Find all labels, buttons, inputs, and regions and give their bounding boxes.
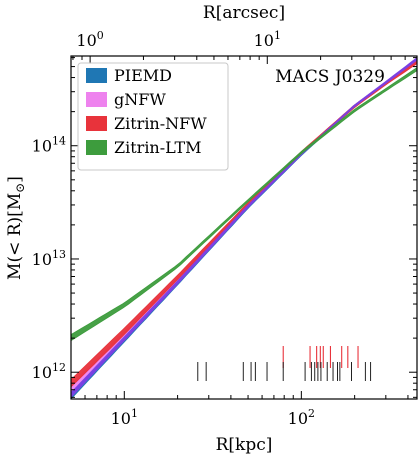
x-tick-label-exp: 1: [131, 407, 138, 420]
y-axis-label-main: M(< R)[M: [5, 193, 25, 280]
legend-swatch: [86, 140, 107, 155]
top-tick-label: 101: [254, 29, 281, 50]
y-tick-label-base: 10: [32, 137, 52, 156]
legend-label: Zitrin-LTM: [114, 138, 202, 157]
y-tick-label-exp: 12: [52, 361, 66, 374]
y-tick-label: 1014: [32, 135, 66, 156]
x-tick-label: 102: [288, 407, 315, 428]
legend-label: gNFW: [114, 90, 166, 109]
y-tick-label: 1013: [32, 248, 66, 269]
y-axis-label-sub: ⊙: [13, 183, 27, 193]
top-tick-label-exp: 1: [274, 29, 281, 42]
top-tick-label-base: 10: [76, 31, 96, 50]
y-axis-label-close: ]: [5, 176, 25, 183]
legend-swatch: [86, 116, 107, 131]
rug-marks: [197, 346, 372, 381]
x-tick-label-base: 10: [288, 409, 308, 428]
cluster-annotation: MACS J0329: [275, 67, 385, 87]
top-tick-label-base: 10: [254, 31, 274, 50]
top-x-axis-label: R[arcsec]: [203, 3, 285, 23]
series-bands: [71, 57, 417, 399]
top-tick-label: 100: [76, 29, 103, 50]
legend-swatch: [86, 68, 107, 83]
band-zitrin-nfw: [71, 60, 417, 388]
legend-label: PIEMD: [114, 66, 172, 85]
axis-ticks: [70, 56, 418, 399]
x-axis-label: R[kpc]: [216, 435, 273, 455]
y-axis-label: M(< R)[M⊙]: [5, 176, 27, 280]
band-series-4: [71, 57, 417, 398]
plot-frame: [70, 55, 418, 400]
legend-swatch: [86, 92, 107, 107]
y-tick-label-base: 10: [32, 250, 52, 269]
x-tick-label-exp: 2: [308, 407, 315, 420]
y-tick-label-exp: 13: [52, 248, 66, 261]
top-tick-label-exp: 0: [97, 29, 104, 42]
x-tick-label-base: 10: [111, 409, 131, 428]
x-tick-label: 101: [111, 407, 138, 428]
legend-box: [77, 62, 229, 171]
y-tick-label: 1012: [32, 361, 66, 382]
y-tick-label-base: 10: [32, 363, 52, 382]
legend: PIEMD gNFW Zitrin-NFW Zitrin-LTM: [77, 62, 229, 171]
band-zitrin-ltm: [71, 67, 417, 342]
y-tick-label-exp: 14: [52, 135, 66, 148]
legend-label: Zitrin-NFW: [114, 114, 207, 133]
